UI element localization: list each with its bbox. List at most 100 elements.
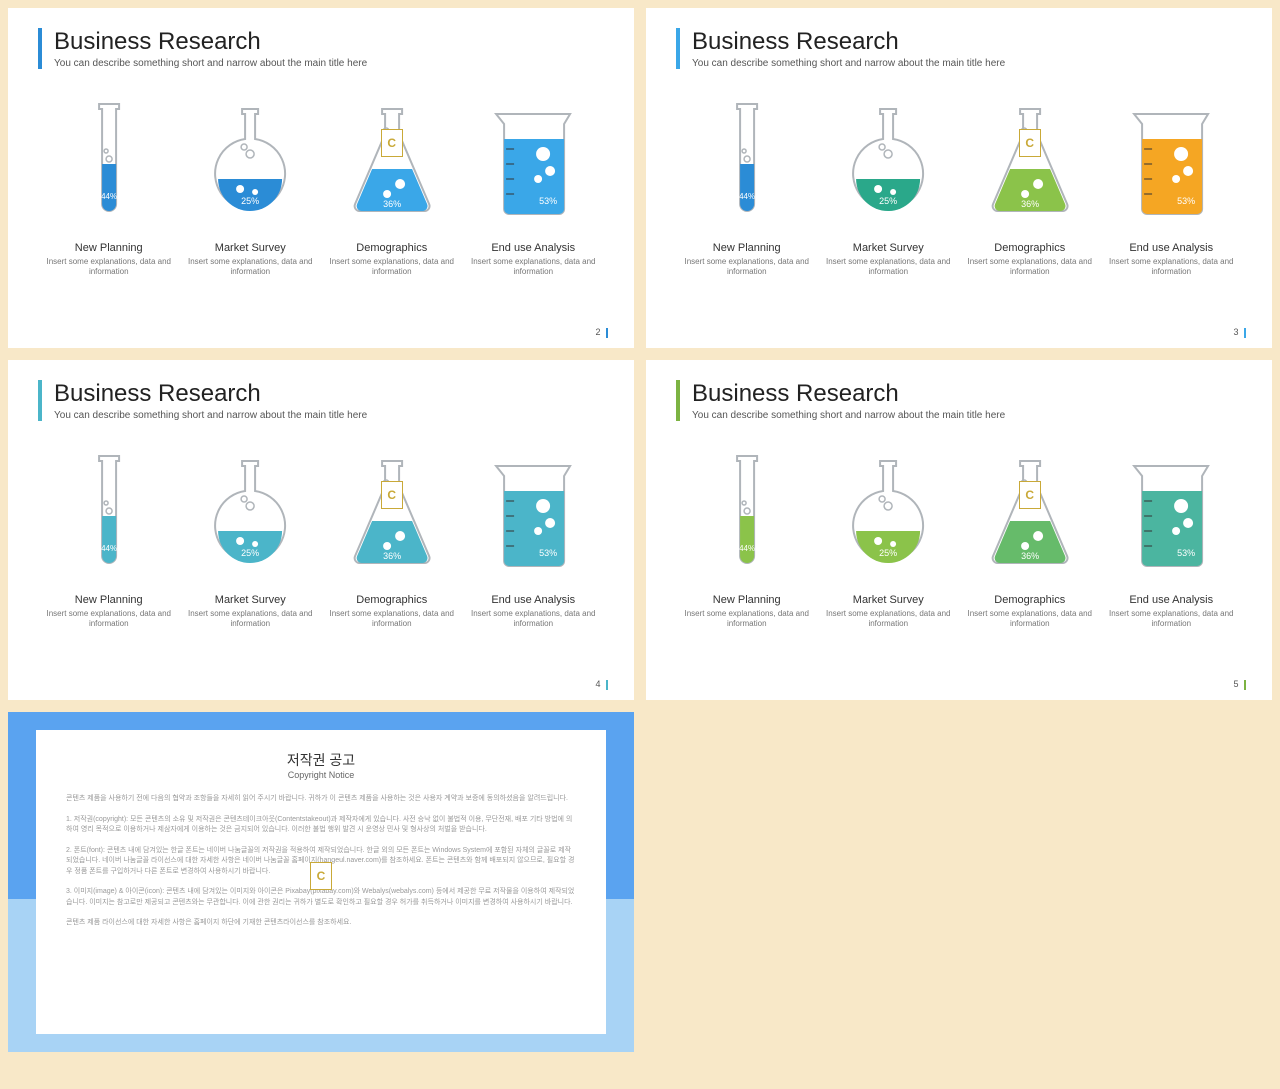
logo-badge: C (310, 862, 332, 890)
vessel-item: 53% End use Analysis Insert some explanat… (1106, 99, 1236, 278)
vessel-item: 25% Market Survey Insert some explanation… (185, 451, 315, 630)
svg-text:25%: 25% (241, 196, 259, 206)
erlenmeyer-icon: 36% (327, 99, 457, 229)
vessel-label: New Planning (44, 594, 174, 606)
svg-text:25%: 25% (879, 548, 897, 558)
slide-title: Business Research (54, 380, 604, 408)
vessel-label: Market Survey (823, 594, 953, 606)
slide-title: Business Research (692, 380, 1242, 408)
svg-text:36%: 36% (383, 199, 401, 209)
slide-subtitle: You can describe something short and nar… (692, 58, 1242, 69)
page-number: 4 (595, 679, 614, 690)
vessel-desc: Insert some explanations, data and infor… (823, 257, 953, 278)
copyright-slide: 저작권 공고 Copyright Notice 콘텐츠 제품을 사용하기 전에 … (8, 712, 634, 1052)
copyright-text: 콘텐츠 제품을 사용하기 전에 다음의 협약과 조항들을 자세히 읽어 주시기 … (66, 794, 576, 805)
svg-text:53%: 53% (1177, 548, 1195, 558)
vessel-desc: Insert some explanations, data and infor… (965, 257, 1095, 278)
page-number: 2 (595, 327, 614, 338)
vessel-desc: Insert some explanations, data and infor… (327, 257, 457, 278)
slide-subtitle: You can describe something short and nar… (692, 410, 1242, 421)
vessels-row: 44% New Planning Insert some explanations… (38, 451, 604, 630)
erlenmeyer-icon: 36% (965, 451, 1095, 581)
slide: Business Research You can describe somet… (646, 360, 1272, 700)
vessels-row: 44% New Planning Insert some explanations… (38, 99, 604, 278)
copyright-text: 3. 이미지(image) & 아이콘(icon): 콘텐츠 내에 담겨있는 이… (66, 887, 576, 908)
svg-text:36%: 36% (1021, 551, 1039, 561)
vessel-desc: Insert some explanations, data and infor… (185, 609, 315, 630)
vessel-label: End use Analysis (468, 594, 598, 606)
svg-text:36%: 36% (1021, 199, 1039, 209)
vessel-item: 36% CDemographicsInsert some explanation… (327, 451, 457, 630)
vessel-desc: Insert some explanations, data and infor… (44, 257, 174, 278)
page-number: 5 (1233, 679, 1252, 690)
vessel-label: New Planning (44, 242, 174, 254)
svg-text:44%: 44% (101, 192, 117, 201)
vessels-row: 44% New Planning Insert some explanations… (676, 99, 1242, 278)
slide: Business Research You can describe somet… (8, 8, 634, 348)
vessel-desc: Insert some explanations, data and infor… (1106, 257, 1236, 278)
slide: Business Research You can describe somet… (8, 360, 634, 700)
vessel-label: Demographics (965, 242, 1095, 254)
vessel-label: Demographics (327, 242, 457, 254)
vessel-item: 53% End use AnalysisInsert some explanat… (1106, 451, 1236, 630)
erlenmeyer-icon: 36% (327, 451, 457, 581)
vessel-label: Market Survey (823, 242, 953, 254)
vessel-desc: Insert some explanations, data and infor… (468, 257, 598, 278)
round-flask-icon: 25% (185, 99, 315, 229)
beaker-icon: 53% (1106, 99, 1236, 229)
vessel-desc: Insert some explanations, data and infor… (185, 257, 315, 278)
vessel-item: 53% End use Analysis Insert some explanat… (468, 99, 598, 278)
vessel-item: 25% Market Survey Insert some explanation… (823, 451, 953, 630)
vessel-item: 53% End use Analysis Insert some explanat… (468, 451, 598, 630)
logo-badge: C (1019, 481, 1041, 509)
test-tube-icon: 44% (44, 99, 174, 229)
vessel-desc: Insert some explanations, data and infor… (823, 609, 953, 630)
erlenmeyer-icon: 36% (965, 99, 1095, 229)
logo-badge: C (381, 129, 403, 157)
beaker-icon: 53% (468, 99, 598, 229)
beaker-icon: 53% (1106, 451, 1236, 581)
vessel-label: New Planning (682, 242, 812, 254)
svg-text:25%: 25% (879, 196, 897, 206)
round-flask-icon: 25% (823, 99, 953, 229)
slide-title: Business Research (54, 28, 604, 56)
page-number: 3 (1233, 327, 1252, 338)
vessel-desc: Insert some explanations, data and infor… (682, 609, 812, 630)
title-bar: Business Research You can describe somet… (676, 380, 1242, 421)
svg-text:44%: 44% (101, 544, 117, 553)
test-tube-icon: 44% (44, 451, 174, 581)
vessel-label: End use Analysis (1106, 242, 1236, 254)
title-bar: Business Research You can describe somet… (38, 380, 604, 421)
round-flask-icon: 25% (185, 451, 315, 581)
vessel-item: 44% New Planning Insert some explanations… (44, 99, 174, 278)
svg-text:53%: 53% (1177, 196, 1195, 206)
vessel-label: End use Analysis (1106, 594, 1236, 606)
round-flask-icon: 25% (823, 451, 953, 581)
vessel-item: 36% C Demographics Insert some explanation… (327, 99, 457, 278)
beaker-icon: 53% (468, 451, 598, 581)
title-bar: Business Research You can describe somet… (38, 28, 604, 69)
slide: Business Research You can describe somet… (646, 8, 1272, 348)
vessel-item: 36% CDemographicsInsert some explanation… (965, 451, 1095, 630)
vessel-item: 25% Market Survey Insert some explanation… (185, 99, 315, 278)
vessel-desc: Insert some explanations, data and infor… (965, 609, 1095, 630)
vessel-item: 44% New PlanningInsert some explanations… (682, 451, 812, 630)
copyright-title: 저작권 공고 (66, 750, 576, 770)
svg-text:53%: 53% (539, 548, 557, 558)
vessel-label: Market Survey (185, 594, 315, 606)
vessel-item: 44% New Planning Insert some explanations… (682, 99, 812, 278)
vessel-desc: Insert some explanations, data and infor… (682, 257, 812, 278)
vessel-label: End use Analysis (468, 242, 598, 254)
test-tube-icon: 44% (682, 99, 812, 229)
logo-badge: C (381, 481, 403, 509)
vessel-item: 44% New PlanningInsert some explanations… (44, 451, 174, 630)
copyright-text: 1. 저작권(copyright): 모든 콘텐츠의 소유 및 저작권은 콘텐츠… (66, 815, 576, 836)
slide-subtitle: You can describe something short and nar… (54, 58, 604, 69)
svg-text:25%: 25% (241, 548, 259, 558)
vessel-label: Market Survey (185, 242, 315, 254)
svg-text:44%: 44% (739, 544, 755, 553)
copyright-subtitle: Copyright Notice (66, 770, 576, 780)
vessel-desc: Insert some explanations, data and infor… (468, 609, 598, 630)
vessel-item: 25% Market Survey Insert some explanation… (823, 99, 953, 278)
vessel-item: 36% CDemographicsInsert some explanation… (965, 99, 1095, 278)
